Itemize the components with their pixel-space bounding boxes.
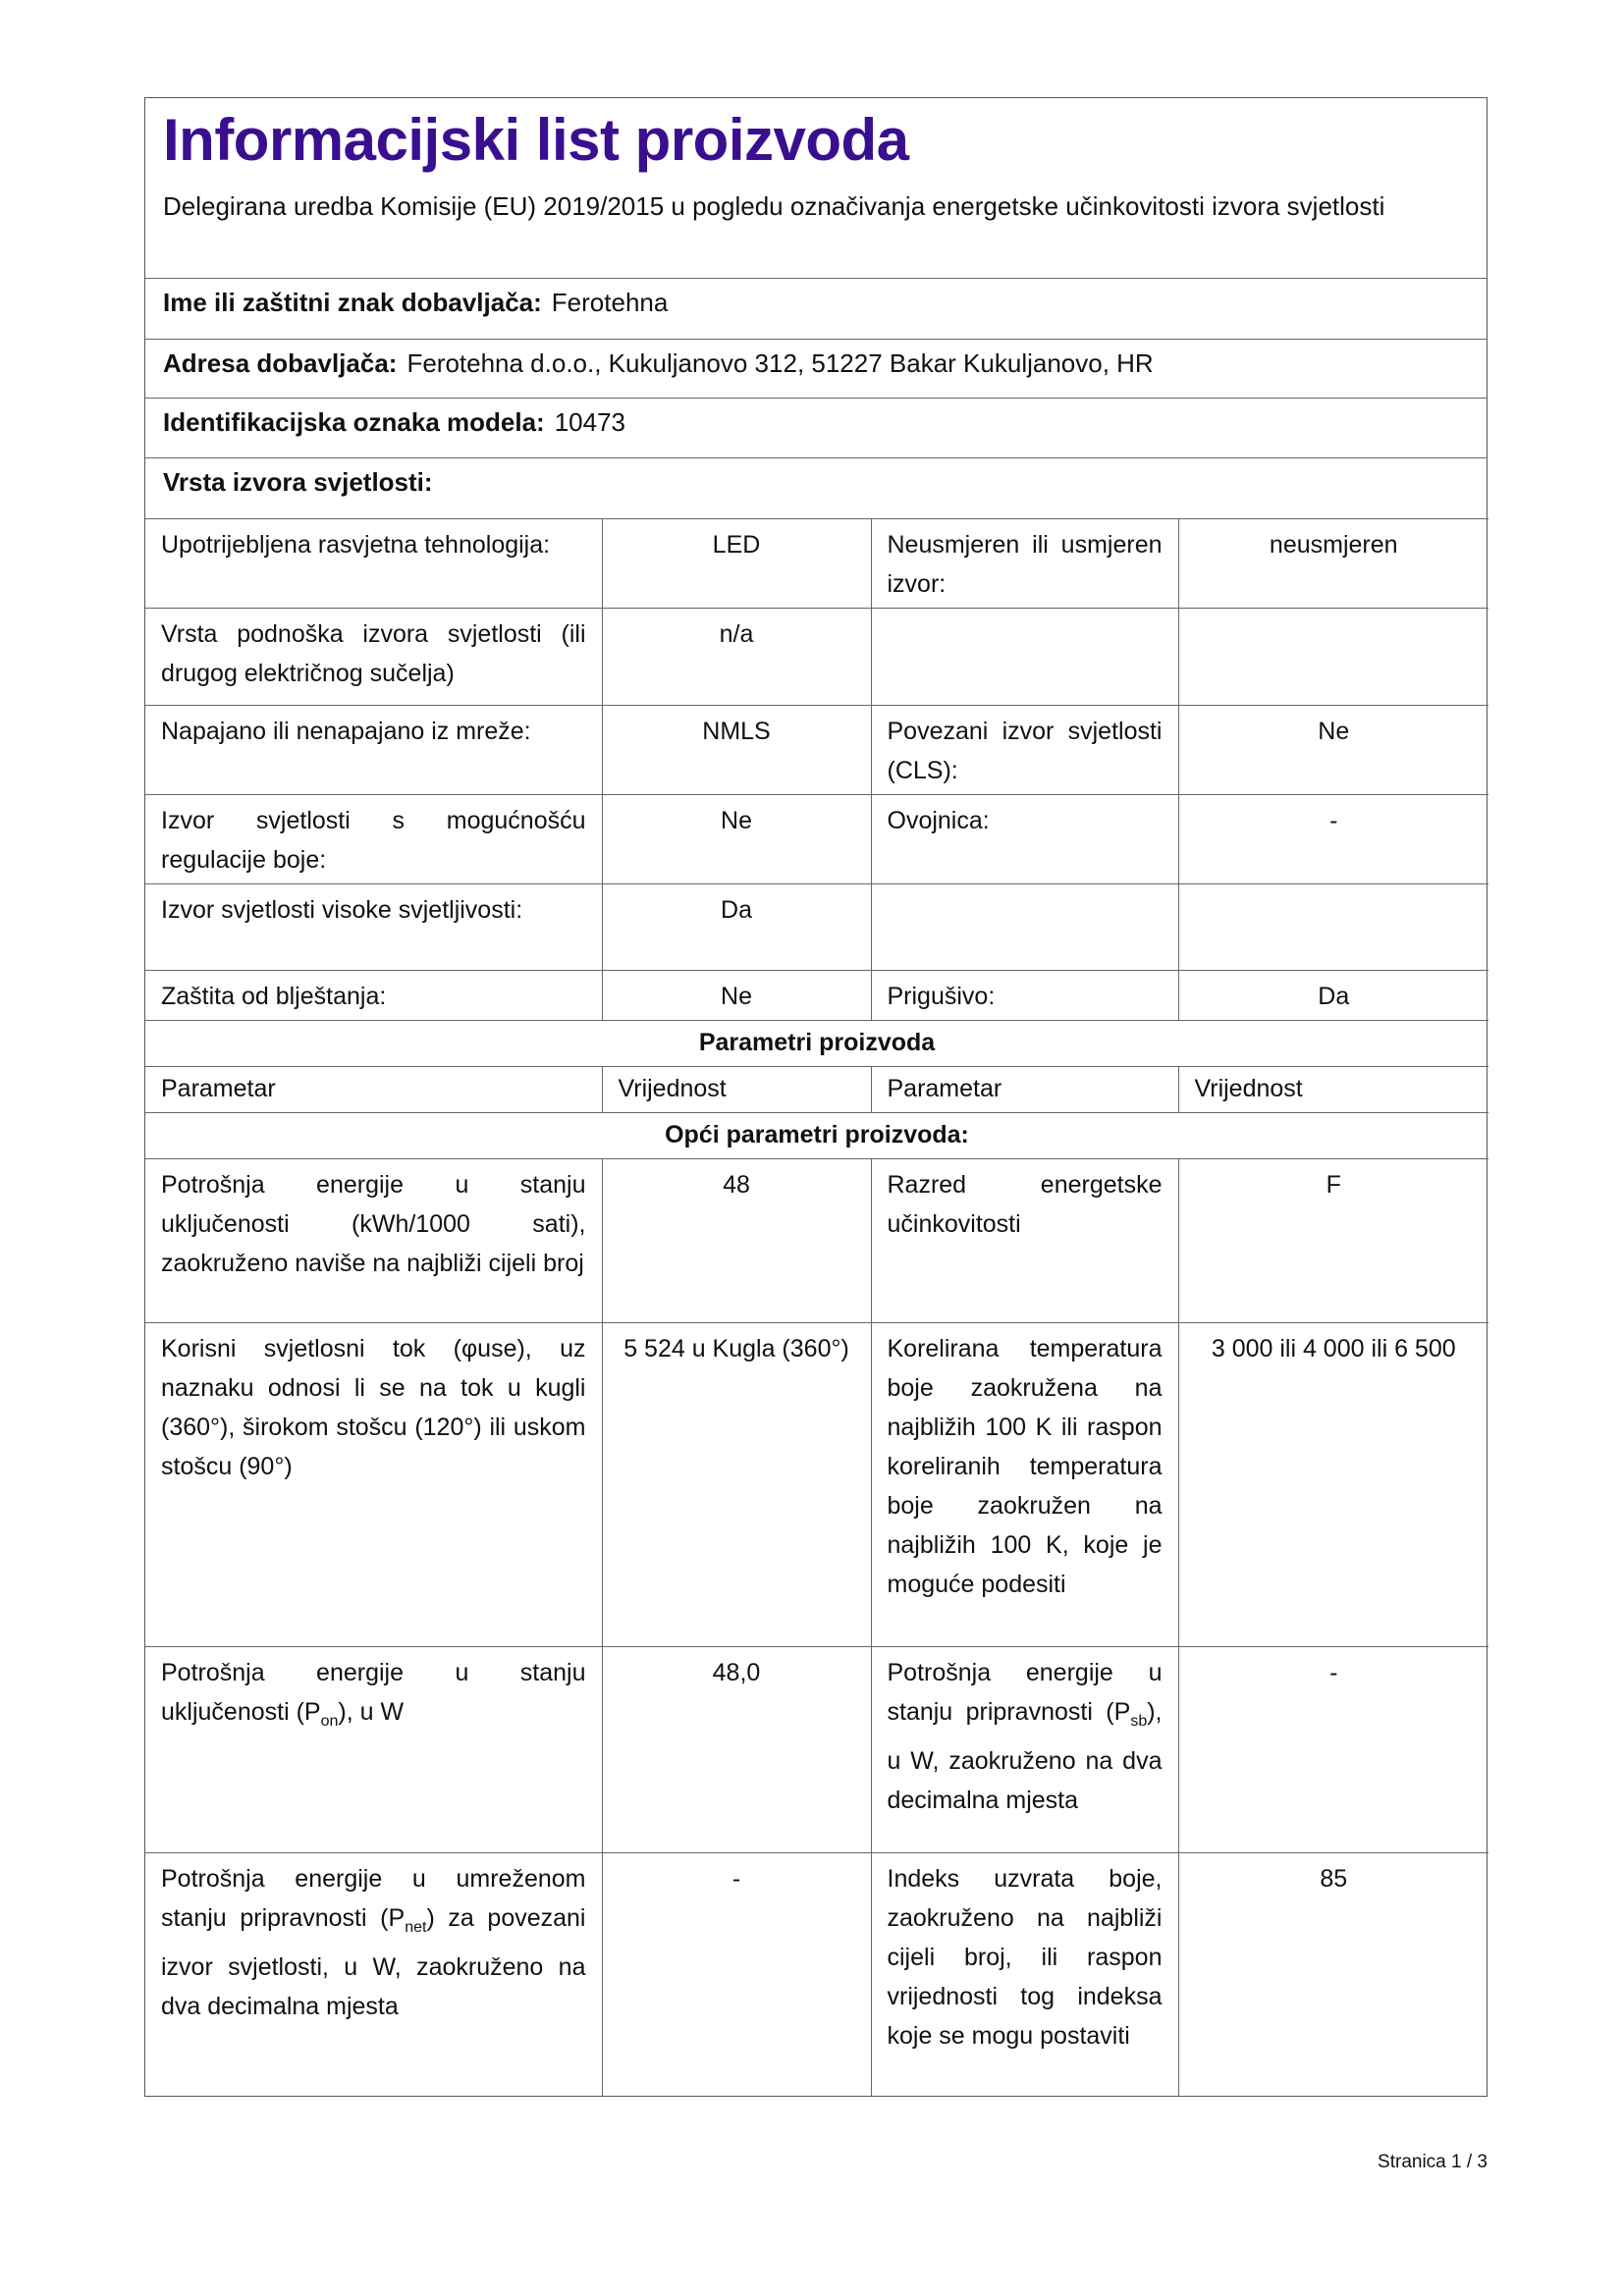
param-value: F — [1177, 1158, 1489, 1323]
param-label: Potrošnja energije u stanju pripravnosti… — [870, 1646, 1179, 1853]
param-value: - — [1177, 1646, 1489, 1853]
type-label: Upotrijebljena rasvjetna tehnologija: — [145, 518, 603, 609]
supplier-address-value: Ferotehna d.o.o., Kukuljanovo 312, 51227… — [406, 348, 1154, 378]
param-label: Indeks uzvrata boje, zaokruženo na najbl… — [870, 1852, 1179, 2096]
type-value — [1177, 608, 1489, 706]
param-label: Potrošnja energije u stanju uključenosti… — [145, 1158, 603, 1323]
type-label: Napajano ili nenapajano iz mreže: — [145, 705, 603, 795]
model-row: Identifikacijska oznaka modela: 10473 — [145, 398, 1487, 457]
type-value: Da — [1177, 970, 1489, 1021]
product-info-sheet: Informacijski list proizvoda Delegirana … — [144, 97, 1489, 2097]
type-value: n/a — [601, 608, 872, 706]
param-value: 48 — [601, 1158, 872, 1323]
model-label: Identifikacijska oznaka modela: — [163, 407, 545, 437]
param-row: Potrošnja energije u umreženom stanju pr… — [145, 1852, 1489, 2096]
supplier-name-row: Ime ili zaštitni znak dobavljača: Feroteh… — [145, 278, 1487, 339]
light-source-type-label: Vrsta izvora svjetlosti: — [163, 467, 433, 497]
type-row: Napajano ili nenapajano iz mreže: NMLS P… — [145, 705, 1489, 795]
type-row: Izvor svjetlosti visoke svjetljivosti: D… — [145, 883, 1489, 971]
supplier-name-label: Ime ili zaštitni znak dobavljača: — [163, 288, 542, 317]
supplier-name-value: Ferotehna — [551, 288, 669, 317]
param-row: Korisni svjetlosni tok (φuse), uz naznak… — [145, 1322, 1489, 1647]
type-label: Ovojnica: — [870, 794, 1179, 884]
params-section-title: Parametri proizvoda — [145, 1020, 1489, 1067]
param-value: - — [601, 1852, 872, 2096]
param-label: Razred energetske učinkovitosti — [870, 1158, 1179, 1323]
param-row: Potrošnja energije u stanju uključenosti… — [145, 1646, 1489, 1853]
type-value: Da — [601, 883, 872, 971]
page-title: Informacijski list proizvoda — [163, 107, 909, 173]
type-label: Prigušivo: — [870, 970, 1179, 1021]
type-value: LED — [601, 518, 872, 609]
general-params-header: Opći parametri proizvoda: — [145, 1112, 1489, 1159]
col-value-1: Vrijednost — [601, 1066, 872, 1113]
type-label — [870, 883, 1179, 971]
general-params-title: Opći parametri proizvoda: — [145, 1112, 1489, 1159]
supplier-address-row: Adresa dobavljača: Ferotehna d.o.o., Kuku… — [145, 339, 1487, 398]
page-number: Stranica 1 / 3 — [1378, 2152, 1488, 2172]
type-label: Neusmjeren ili usmjeren izvor: — [870, 518, 1179, 609]
param-value: 5 524 u Kugla (360°) — [601, 1322, 872, 1647]
type-label — [870, 608, 1179, 706]
param-label: Potrošnja energije u stanju uključenosti… — [145, 1646, 603, 1853]
param-value: 85 — [1177, 1852, 1489, 2096]
params-column-header: Parametar Vrijednost Parametar Vrijednos… — [145, 1066, 1489, 1113]
type-value: Ne — [601, 970, 872, 1021]
type-value: - — [1177, 794, 1489, 884]
type-label: Vrsta podnoška izvora svjetlosti (ili dr… — [145, 608, 603, 706]
supplier-address-label: Adresa dobavljača: — [163, 348, 398, 378]
type-row: Zaštita od blještanja: Ne Prigušivo: Da — [145, 970, 1489, 1021]
type-label: Zaštita od blještanja: — [145, 970, 603, 1021]
type-label: Izvor svjetlosti visoke svjetljivosti: — [145, 883, 603, 971]
param-value: 3 000 ili 4 000 ili 6 500 — [1177, 1322, 1489, 1647]
type-row: Vrsta podnoška izvora svjetlosti (ili dr… — [145, 608, 1489, 706]
type-label: Izvor svjetlosti s mogućnošću regulacije… — [145, 794, 603, 884]
param-row: Potrošnja energije u stanju uključenosti… — [145, 1158, 1489, 1323]
spec-table: Upotrijebljena rasvjetna tehnologija: LE… — [145, 518, 1489, 2096]
param-value: 48,0 — [601, 1646, 872, 1853]
params-section-header: Parametri proizvoda — [145, 1020, 1489, 1067]
col-param-1: Parametar — [145, 1066, 603, 1113]
col-param-2: Parametar — [870, 1066, 1179, 1113]
type-value: neusmjeren — [1177, 518, 1489, 609]
type-value: Ne — [1177, 705, 1489, 795]
regulation-subtitle: Delegirana uredba Komisije (EU) 2019/201… — [163, 191, 1385, 221]
param-label: Korelirana temperatura boje zaokružena n… — [870, 1322, 1179, 1647]
col-value-2: Vrijednost — [1177, 1066, 1489, 1113]
param-label: Potrošnja energije u umreženom stanju pr… — [145, 1852, 603, 2096]
type-label: Povezani izvor svjetlosti (CLS): — [870, 705, 1179, 795]
type-row: Upotrijebljena rasvjetna tehnologija: LE… — [145, 518, 1489, 609]
param-label: Korisni svjetlosni tok (φuse), uz naznak… — [145, 1322, 603, 1647]
model-value: 10473 — [554, 407, 626, 437]
type-row: Izvor svjetlosti s mogućnošću regulacije… — [145, 794, 1489, 884]
type-value: NMLS — [601, 705, 872, 795]
light-source-type-row: Vrsta izvora svjetlosti: — [145, 457, 1487, 518]
type-value: Ne — [601, 794, 872, 884]
type-value — [1177, 883, 1489, 971]
